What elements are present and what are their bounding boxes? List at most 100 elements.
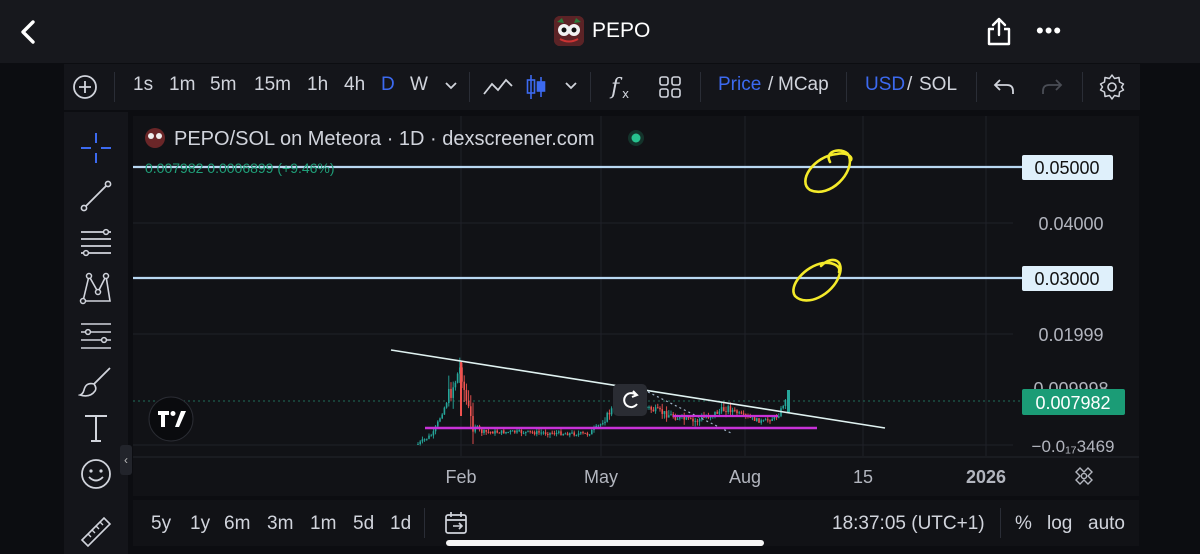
- back-chevron-icon[interactable]: [14, 16, 42, 48]
- time-tick-aug: Aug: [729, 467, 761, 487]
- settings-gear-icon[interactable]: [1098, 73, 1126, 101]
- legend-ohlc-values: 0.007982 0.0006899 (+9.46%): [145, 160, 335, 176]
- price-toggle[interactable]: Price: [718, 74, 762, 95]
- interval-4h[interactable]: 4h: [344, 74, 366, 95]
- axis-settings-gear-icon[interactable]: [1075, 467, 1093, 485]
- token-title-group: PEPO: [554, 15, 650, 47]
- more-options-icon[interactable]: •••: [1036, 18, 1063, 43]
- candle-body-106: [650, 406, 652, 410]
- undo-icon[interactable]: [992, 76, 1016, 98]
- forecasting-tool-icon[interactable]: [78, 318, 114, 354]
- candle-body-112: [663, 411, 666, 414]
- candle-body-29: [481, 429, 483, 433]
- candle-body-6: [430, 435, 432, 437]
- ruler-measure-tool-icon[interactable]: [78, 512, 114, 548]
- range-3m[interactable]: 3m: [267, 513, 294, 534]
- go-to-date-calendar-icon[interactable]: [443, 510, 471, 536]
- candle-body-84: [602, 423, 604, 425]
- redo-icon[interactable]: [1040, 76, 1064, 98]
- legend-title: PEPO/SOL on Meteora · 1D · dexscreener.c…: [174, 128, 595, 150]
- interval-dropdown-chevron-icon[interactable]: [444, 80, 458, 92]
- candle-body-48: [522, 433, 525, 435]
- range-6m[interactable]: 6m: [224, 513, 251, 534]
- candle-body-12: [443, 407, 446, 415]
- candle-body-39: [503, 430, 505, 434]
- sidebar-collapse-toggle[interactable]: ‹: [120, 445, 132, 475]
- add-symbol-plus-icon[interactable]: [72, 74, 98, 100]
- share-icon[interactable]: [986, 16, 1012, 46]
- crosshair-cursor-icon[interactable]: [78, 130, 114, 166]
- toolbar-divider: [1082, 72, 1083, 102]
- clock-time-utc[interactable]: 18:37:05 (UTC+1): [832, 513, 985, 534]
- candle-body-42: [509, 430, 512, 432]
- candlestick-chart[interactable]: PEPO/SOL on Meteora · 1D · dexscreener.c…: [133, 116, 1139, 496]
- range-5d[interactable]: 5d: [353, 513, 375, 534]
- candle-body-128: [698, 419, 701, 422]
- candle-body-148: [742, 413, 745, 415]
- fib-retracement-tool-icon[interactable]: [78, 224, 114, 260]
- candle-body-61: [551, 432, 553, 434]
- candle-body-34: [492, 431, 494, 434]
- tradingview-logo[interactable]: [148, 396, 194, 442]
- trend-line-tool-icon[interactable]: [78, 178, 114, 214]
- candle-body-55: [538, 431, 540, 433]
- line-chart-type-icon[interactable]: [482, 74, 514, 100]
- svg-text:x: x: [622, 87, 629, 101]
- sol-toggle[interactable]: SOL: [919, 74, 958, 95]
- chart-type-dropdown-chevron-icon[interactable]: [564, 80, 578, 92]
- reset-chart-button[interactable]: [613, 384, 647, 416]
- candle-body-52: [531, 431, 534, 433]
- candle-body-154: [756, 418, 758, 421]
- mcap-toggle[interactable]: MCap: [778, 74, 829, 95]
- layout-grid-icon[interactable]: [658, 75, 682, 99]
- minor-dotted-trend-line: [647, 391, 734, 435]
- interval-w[interactable]: W: [410, 74, 428, 95]
- candle-latest: [787, 390, 790, 412]
- candle-body-111: [661, 409, 663, 414]
- interval-1m[interactable]: 1m: [169, 74, 196, 95]
- candle-body-35: [494, 430, 496, 434]
- emoji-tool-icon[interactable]: [78, 456, 114, 492]
- text-tool-icon[interactable]: [78, 410, 114, 446]
- candle-body-54: [536, 431, 538, 435]
- time-tick-15: 15: [853, 467, 873, 487]
- interval-5m[interactable]: 5m: [210, 74, 237, 95]
- candles-group: [417, 357, 790, 446]
- indicators-fx-icon[interactable]: f x: [608, 72, 636, 102]
- interval-15m[interactable]: 15m: [254, 74, 291, 95]
- candle-body-122: [685, 417, 688, 420]
- brush-tool-icon[interactable]: [78, 364, 114, 400]
- candle-body-7: [432, 431, 435, 436]
- log-scale-toggle[interactable]: log: [1047, 513, 1073, 534]
- candle-body-1: [419, 441, 421, 444]
- price-tick-negative: −0.0₁₇3469: [1032, 437, 1115, 456]
- range-5y[interactable]: 5y: [151, 513, 172, 534]
- candle-body-40: [505, 431, 507, 434]
- percent-scale-toggle[interactable]: %: [1015, 513, 1032, 534]
- yellow-circle-annotation-lower: [792, 258, 842, 302]
- candlestick-chart-type-icon[interactable]: [524, 73, 548, 101]
- range-1y[interactable]: 1y: [190, 513, 211, 534]
- pattern-tool-icon[interactable]: [78, 270, 114, 306]
- candle-body-15: [450, 388, 452, 398]
- interval-d-active[interactable]: D: [381, 74, 395, 95]
- candle-body-45: [516, 430, 518, 433]
- candle-body-86: [606, 412, 608, 422]
- candle-body-123: [687, 417, 690, 419]
- interval-1h[interactable]: 1h: [307, 74, 329, 95]
- candle-body-78: [588, 434, 591, 436]
- price-chart-panel[interactable]: PEPO/SOL on Meteora · 1D · dexscreener.c…: [133, 116, 1139, 496]
- candle-body-4: [426, 438, 428, 440]
- candle-body-67: [564, 433, 567, 435]
- candle-body-41: [507, 431, 509, 433]
- toolbar-divider: [590, 72, 591, 102]
- candle-body-125: [692, 418, 694, 422]
- candle-body-22: [465, 389, 468, 401]
- range-1d[interactable]: 1d: [390, 513, 412, 534]
- range-1m[interactable]: 1m: [310, 513, 337, 534]
- auto-scale-toggle[interactable]: auto: [1088, 513, 1125, 534]
- candle-body-126: [694, 420, 696, 422]
- candle-body-5: [428, 435, 430, 439]
- usd-toggle[interactable]: USD: [865, 74, 906, 95]
- interval-1s[interactable]: 1s: [133, 74, 154, 95]
